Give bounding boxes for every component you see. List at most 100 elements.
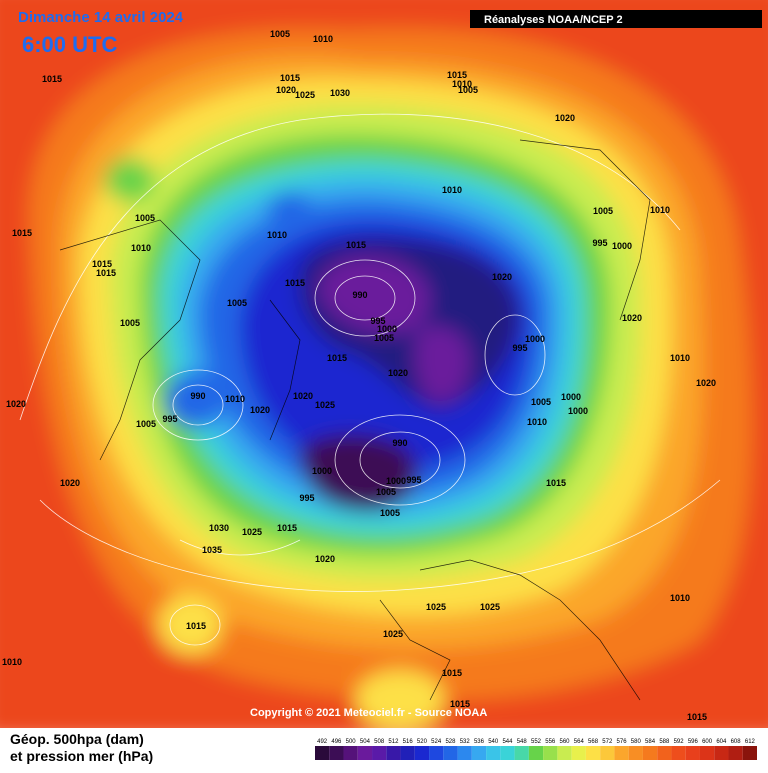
colorbar-cell [728, 746, 743, 760]
source-box [470, 10, 762, 28]
isobar-label: 1020 [6, 399, 26, 409]
isobar-label: 1005 [136, 419, 156, 429]
isobars [19, 113, 721, 646]
isobar-label: 995 [299, 493, 314, 503]
isobar-label: 1010 [670, 593, 690, 603]
colorbar-label: 552 [531, 739, 542, 745]
isobar-label: 990 [392, 438, 407, 448]
colorbar-cell [514, 746, 529, 760]
colorbar-cell [528, 746, 544, 760]
colorbar-label: 564 [574, 739, 585, 745]
colorbar-cell [486, 746, 501, 760]
isobar-label: 1030 [330, 88, 350, 98]
colorbar-cell [742, 746, 757, 760]
colorbar-label: 568 [588, 739, 599, 745]
isobar-label: 1020 [276, 85, 296, 95]
isobar-label: 995 [370, 316, 385, 326]
colorbar-label: 496 [331, 739, 342, 745]
isobar-label: 1035 [202, 545, 222, 555]
isobar-label: 1015 [285, 278, 305, 288]
colorbar-cell [685, 746, 700, 760]
isobar-label: 1020 [293, 391, 313, 401]
colorbar-cell [414, 746, 430, 760]
colorbar-label: 548 [517, 739, 528, 745]
colorbar-label: 572 [602, 739, 613, 745]
colorbar-cell [443, 746, 458, 760]
copyright: Copyright © 2021 Meteociel.fr - Source N… [250, 707, 487, 719]
colorbar-label: 612 [745, 739, 756, 745]
colorbar-label: 556 [545, 739, 556, 745]
isobar-label: 1020 [315, 554, 335, 564]
isobar-label: 995 [592, 238, 607, 248]
isobar-label: 1025 [295, 90, 315, 100]
colorbar-label: 576 [617, 739, 628, 745]
colorbar-label: 608 [731, 739, 742, 745]
isobar-label: 1000 [525, 334, 545, 344]
isobar-label: 1005 [270, 29, 290, 39]
colorbar-label: 588 [659, 739, 670, 745]
colorbar-cell [372, 746, 387, 760]
colorbar-cell [315, 746, 330, 760]
isobar-label: 1020 [622, 313, 642, 323]
colorbar-cell [329, 746, 344, 760]
isobar-label: 1020 [60, 478, 80, 488]
colorbar-label: 520 [417, 739, 428, 745]
isobar-label: 1015 [12, 228, 32, 238]
geopotential-field [0, 0, 768, 740]
isobar-label: 1015 [92, 259, 112, 269]
isobar-label: 1015 [327, 353, 347, 363]
isobar-label: 1015 [277, 523, 297, 533]
isobar-label: 1015 [442, 668, 462, 678]
isobar-label: 1020 [696, 378, 716, 388]
isobar-label: 1010 [650, 205, 670, 215]
isobar-label: 1010 [131, 243, 151, 253]
isobar-label: 1000 [568, 406, 588, 416]
isobar-label: 1005 [227, 298, 247, 308]
isobar-label: 1015 [280, 73, 300, 83]
colorbar-label: 580 [631, 739, 642, 745]
isobar-label: 1015 [346, 240, 366, 250]
isobar-label: 1010 [452, 79, 472, 89]
isobar-label: 1005 [458, 85, 478, 95]
isobar-label: 1015 [687, 712, 707, 722]
colorbar-cell [343, 746, 358, 760]
colorbar-cell [543, 746, 558, 760]
colorbar-label: 512 [388, 739, 399, 745]
colorbar-label: 508 [374, 739, 385, 745]
colorbar-label: 540 [488, 739, 499, 745]
colorbar-cell [642, 746, 658, 760]
colorbar-cell [357, 746, 373, 760]
colorbar-cell [400, 746, 415, 760]
isobar-label: 995 [162, 414, 177, 424]
colorbar-label: 500 [346, 739, 357, 745]
colorbar-cell [429, 746, 444, 760]
coastlines [59, 139, 651, 701]
colorbar-cell [585, 746, 601, 760]
isobar-label: 1010 [313, 34, 333, 44]
colorbar-label: 600 [702, 739, 713, 745]
map-time: 6:00 UTC [22, 32, 117, 57]
isobar-label: 1025 [383, 629, 403, 639]
colorbar-label: 536 [474, 739, 485, 745]
isobar-label: 1020 [492, 272, 512, 282]
source-label: Réanalyses NOAA/NCEP 2 [484, 14, 623, 26]
colorbar-label: 504 [360, 739, 371, 745]
colorbar-label: 584 [645, 739, 656, 745]
colorbar-label: 516 [403, 739, 414, 745]
isobar-label: 1000 [312, 466, 332, 476]
colorbar-cell [628, 746, 643, 760]
isobar-label: 1005 [135, 213, 155, 223]
colorbar-cell [471, 746, 487, 760]
colorbar-cell [714, 746, 729, 760]
isobar-label: 1025 [242, 527, 262, 537]
colorbar-cell [500, 746, 515, 760]
isobar-label: 1010 [670, 353, 690, 363]
colorbar-label: 544 [502, 739, 513, 745]
isobar-label: 1010 [225, 394, 245, 404]
isobar-label: 1015 [42, 74, 62, 84]
colorbar-label: 492 [317, 739, 328, 745]
colorbar: 492 496 500 504 508 512 516 520 524 528 532 536 540 5… [315, 739, 757, 760]
colorbar-label: 596 [688, 739, 699, 745]
